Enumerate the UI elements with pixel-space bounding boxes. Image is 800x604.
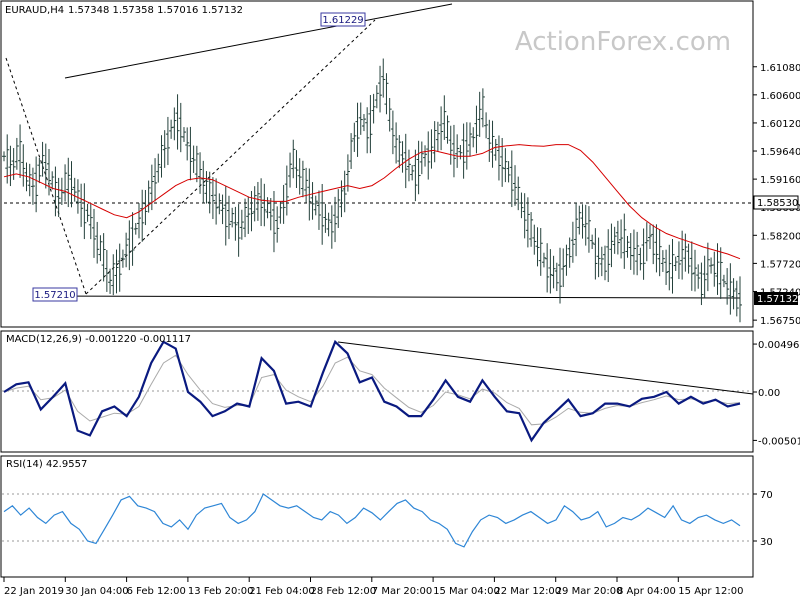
price-tick-label: 1.61080 xyxy=(760,63,800,74)
high-label-box xyxy=(320,12,366,27)
price-panel-frame xyxy=(0,0,754,328)
rsi-tick-label: 30 xyxy=(760,537,773,548)
time-tick-label: 15 Mar 04:00 xyxy=(433,586,500,597)
rsi-line xyxy=(3,493,741,548)
time-tick-label: 30 Jan 04:00 xyxy=(65,586,128,597)
low-label-box xyxy=(32,287,78,302)
time-tick-label: 15 Apr 12:00 xyxy=(678,586,743,597)
fib-diagonal-right xyxy=(85,19,376,295)
macd-axis: 0.004965 0.00 -0.005013 xyxy=(753,340,800,447)
price-tick-label: 1.58200 xyxy=(760,231,800,242)
low-label-text: 1.57210 xyxy=(34,290,75,301)
rsi-tick-label: 70 xyxy=(760,490,773,501)
moving-average-line xyxy=(3,144,741,260)
time-tick-label: 22 Mar 12:00 xyxy=(494,586,561,597)
price-tick-label: 1.60600 xyxy=(760,91,800,102)
macd-tick-label: 0.004965 xyxy=(758,340,800,351)
price-tick-label: 1.60120 xyxy=(760,119,800,130)
ohlc-values: 1.57348 1.57358 1.57016 1.57132 xyxy=(68,5,243,16)
time-tick-label: 28 Feb 12:00 xyxy=(311,586,377,597)
price-bars xyxy=(2,58,742,323)
time-tick-label: 29 Mar 20:00 xyxy=(556,586,623,597)
price-tick-label: 1.56750 xyxy=(760,316,800,327)
upper-trendline xyxy=(64,3,453,79)
level-price-box xyxy=(753,195,799,210)
watermark-text: ActionForex.com xyxy=(515,27,731,57)
macd-tick-label: -0.005013 xyxy=(758,436,800,447)
time-tick-label: 13 Feb 20:00 xyxy=(188,586,254,597)
time-tick-label: 21 Feb 04:00 xyxy=(249,586,315,597)
current-price-text: 1.57132 xyxy=(757,294,798,305)
price-axis: 1.610801.606001.601201.596401.591601.586… xyxy=(753,63,800,327)
current-price-box xyxy=(754,292,798,305)
price-tick-label: 1.59640 xyxy=(760,147,800,158)
macd-main-line xyxy=(3,339,741,443)
macd-tick-label: 0.00 xyxy=(758,388,780,399)
rsi-axis: 70 30 xyxy=(753,490,773,548)
rsi-title: RSI(14) 42.9557 xyxy=(6,459,87,470)
time-axis: 22 Jan 2019 30 Jan 04:006 Feb 12:00 13 Feb… xyxy=(3,577,744,597)
lower-trendline xyxy=(34,295,741,299)
time-tick-label: 7 Mar 20:00 xyxy=(372,586,432,597)
level-price-text: 1.58530 xyxy=(757,198,798,209)
macd-title: MACD(12,26,9) -0.001220 -0.001117 xyxy=(6,334,191,345)
symbol-label: EURAUD,H4 xyxy=(5,5,64,16)
price-tick-label: 1.57720 xyxy=(760,259,800,270)
time-tick-label: 22 Jan 2019 xyxy=(4,586,64,597)
price-tick-label: 1.59160 xyxy=(760,175,800,186)
time-tick-label: 6 Feb 12:00 xyxy=(127,586,186,597)
high-label-text: 1.61229 xyxy=(322,15,363,26)
time-tick-label: 8 Apr 04:00 xyxy=(617,586,676,597)
macd-trendline xyxy=(337,341,754,395)
